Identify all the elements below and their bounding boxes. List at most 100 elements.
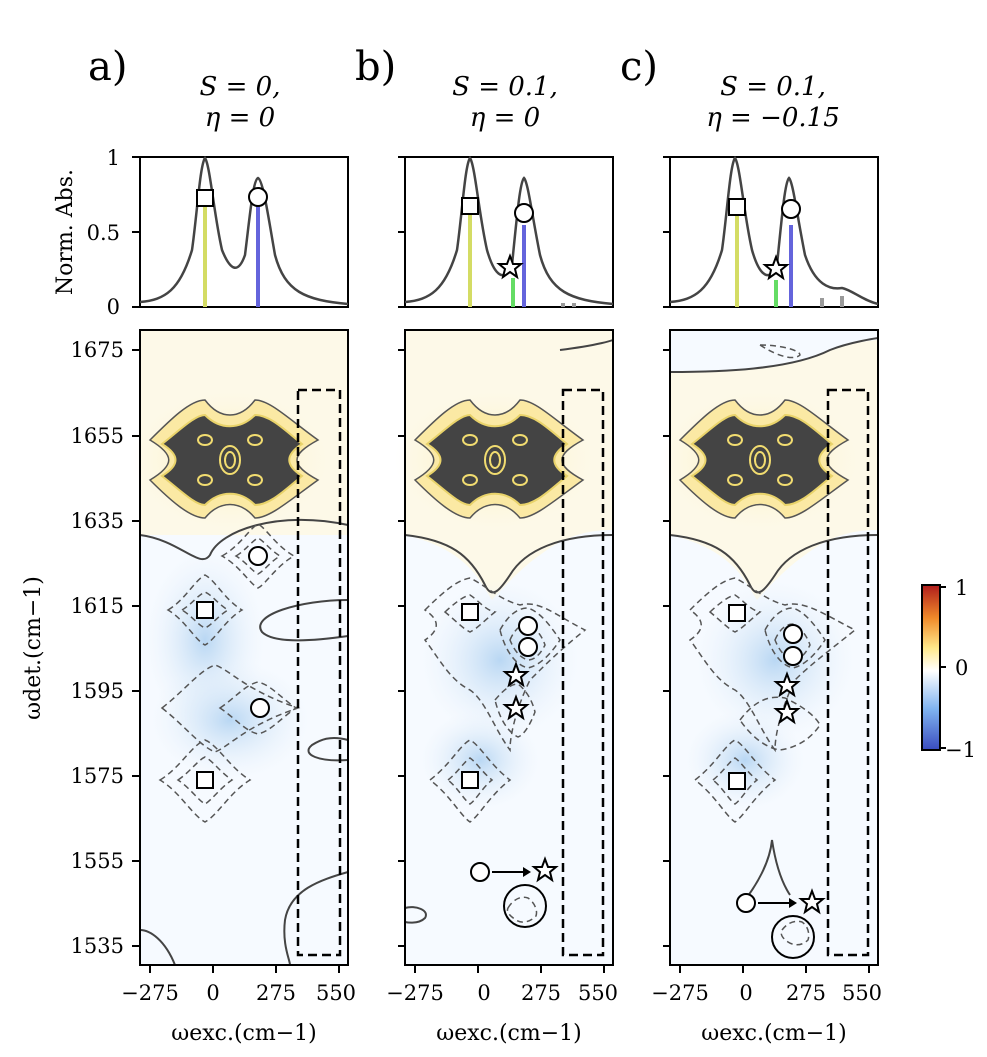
panel-b-negative-peaks xyxy=(423,577,587,923)
x-tick: 275 xyxy=(786,981,826,1005)
circle-marker xyxy=(783,624,803,644)
y-tick: 0.5 xyxy=(87,221,120,245)
panel-b-map: −275 0 275 550 ωexc.(cm−1) xyxy=(386,329,618,1046)
x-axis-label: ωexc.(cm−1) xyxy=(171,1021,316,1046)
star-marker xyxy=(502,661,530,688)
panel-c-positive-peak xyxy=(678,399,850,519)
circle-marker xyxy=(470,862,490,882)
panel-b-circle-annotation xyxy=(503,884,547,928)
colorbar: 1 0 −1 xyxy=(921,576,976,762)
panel-c-transfer-annotation xyxy=(736,888,826,915)
star-marker xyxy=(502,694,530,721)
circle-marker xyxy=(518,637,538,657)
y-tick: 1635 xyxy=(71,509,124,533)
star-marker xyxy=(762,254,790,281)
y-tick: 1675 xyxy=(71,338,124,362)
panel-c-map: −275 0 275 550 ωexc.(cm−1) xyxy=(651,329,882,1046)
y-tick: 0 xyxy=(107,295,120,319)
y-tick: 1655 xyxy=(71,424,124,448)
x-tick: 275 xyxy=(256,981,296,1005)
x-tick: 550 xyxy=(842,981,882,1005)
circle-marker xyxy=(518,616,538,636)
panel-c-yticks xyxy=(663,349,670,947)
panel-a-map: 1675 1655 1635 1615 1595 1575 1555 1535 … xyxy=(21,329,356,1046)
star-marker xyxy=(531,856,559,883)
square-marker xyxy=(196,601,214,619)
panel-b-letter: b) xyxy=(355,44,396,90)
panel-c-xticks: −275 0 275 550 xyxy=(651,965,882,1005)
square-marker xyxy=(196,189,214,207)
panel-c-param-eta: η = −0.15 xyxy=(706,103,840,133)
panel-b-highlight-box xyxy=(561,388,605,957)
panel-a-positive-peak xyxy=(148,399,320,519)
panel-b-spectrum-frame xyxy=(404,156,614,308)
panel-c-negative-peaks xyxy=(688,577,857,946)
panel-a-param-s: S = 0, xyxy=(200,72,281,102)
panel-a-letter: a) xyxy=(88,44,127,90)
square-marker xyxy=(461,603,479,621)
x-axis-label: ωexc.(cm−1) xyxy=(701,1021,846,1046)
square-marker xyxy=(196,771,214,789)
y-tick: 1535 xyxy=(71,934,124,958)
panel-b-transfer-annotation xyxy=(470,856,559,883)
circle-marker xyxy=(514,203,534,223)
panel-a: a) S = 0, η = 0 1 0.5 0 Norm. Abs. xyxy=(21,44,356,1046)
square-marker xyxy=(461,771,479,789)
colorbar-tick: 0 xyxy=(955,656,968,680)
panel-b-param-eta: η = 0 xyxy=(470,103,540,133)
star-marker xyxy=(773,671,801,698)
x-tick: −275 xyxy=(386,981,444,1005)
x-tick: 0 xyxy=(206,981,219,1005)
x-axis-label: ωexc.(cm−1) xyxy=(436,1021,581,1046)
star-marker xyxy=(496,253,524,280)
panel-a-yticks: 1675 1655 1635 1615 1595 1575 1555 1535 xyxy=(71,338,140,958)
panel-b-spectrum xyxy=(398,155,614,308)
star-marker xyxy=(773,698,801,725)
panel-a-spectrum-frame xyxy=(139,156,349,308)
circle-marker xyxy=(248,187,268,207)
x-tick: −275 xyxy=(651,981,709,1005)
square-marker xyxy=(728,772,746,790)
colorbar-gradient xyxy=(921,584,941,751)
panel-c-letter: c) xyxy=(620,44,658,90)
circle-marker xyxy=(250,698,270,718)
colorbar-tick: −1 xyxy=(945,738,976,762)
y-tick: 1615 xyxy=(71,594,124,618)
panel-a-spectrum: 1 0.5 0 Norm. Abs. xyxy=(53,146,349,319)
panel-b: b) S = 0.1, η = 0 xyxy=(355,44,618,1046)
panel-c-spectrum xyxy=(663,155,879,308)
circle-marker xyxy=(736,893,756,913)
square-marker xyxy=(728,198,746,216)
panel-c-circle-annotation xyxy=(771,915,815,959)
y-tick: 1 xyxy=(107,146,120,170)
x-tick: −275 xyxy=(121,981,179,1005)
x-tick: 0 xyxy=(739,981,752,1005)
panel-b-xticks: −275 0 275 550 xyxy=(386,965,618,1005)
square-marker xyxy=(461,197,479,215)
x-tick: 275 xyxy=(521,981,561,1005)
panel-a-spectrum-line xyxy=(139,155,349,306)
panel-b-yticks xyxy=(398,349,405,947)
panel-a-xticks: −275 0 275 550 xyxy=(121,965,356,1005)
panel-a-map-frame xyxy=(139,329,349,966)
panel-b-positive-peak xyxy=(413,399,585,519)
star-marker xyxy=(798,888,826,915)
panel-c-highlight-box xyxy=(826,388,870,957)
panel-b-spectrum-line xyxy=(404,155,614,306)
colorbar-tick: 1 xyxy=(955,576,968,600)
x-tick: 0 xyxy=(477,981,490,1005)
square-marker xyxy=(728,604,746,622)
spectrum-ylabel: Norm. Abs. xyxy=(53,169,78,295)
panel-a-highlight-box xyxy=(296,388,342,957)
panel-a-param-eta: η = 0 xyxy=(205,103,275,133)
circle-marker xyxy=(781,199,801,219)
y-tick: 1575 xyxy=(71,764,124,788)
panel-c-param-s: S = 0.1, xyxy=(720,72,826,102)
circle-marker xyxy=(248,546,268,566)
y-tick: 1595 xyxy=(71,679,124,703)
y-axis-label: ωdet.(cm−1) xyxy=(21,576,46,720)
x-tick: 550 xyxy=(578,981,618,1005)
panel-b-param-s: S = 0.1, xyxy=(452,72,558,102)
circle-marker xyxy=(783,646,803,666)
